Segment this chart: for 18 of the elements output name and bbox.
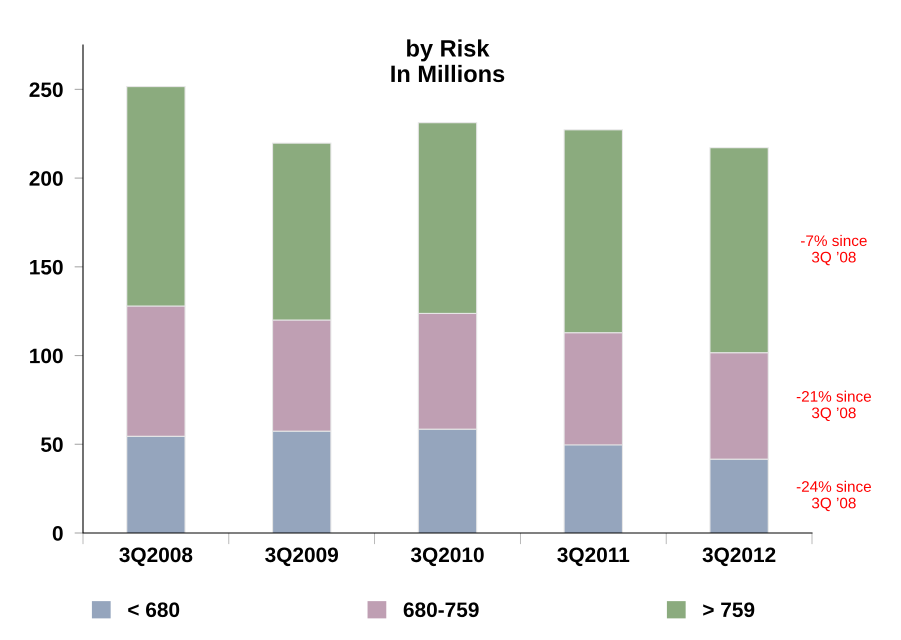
- legend-label: < 680: [128, 602, 180, 618]
- x-tick-label: 3Q2009: [265, 547, 338, 566]
- x-tick-label: 3Q2011: [557, 547, 630, 566]
- x-tick-label: 3Q2012: [702, 547, 776, 566]
- y-tick-label: 200: [30, 171, 63, 186]
- x-tick-label: 3Q2010: [410, 547, 484, 566]
- annotation: -24% since 3Q ’08: [796, 480, 871, 512]
- x-tick-label: 3Q2008: [119, 547, 192, 566]
- y-tick-label: 100: [30, 348, 63, 364]
- legend-label: 680-759: [404, 602, 479, 618]
- legend-label: > 759: [703, 602, 754, 618]
- y-tick-label: 250: [30, 82, 63, 98]
- annotation: -7% since 3Q ’08: [801, 234, 867, 266]
- chart-title: by Risk In Millions: [391, 39, 504, 82]
- y-tick-label: 50: [41, 437, 63, 452]
- annotation: -21% since 3Q ’08: [796, 390, 871, 422]
- y-tick-label: 150: [30, 260, 63, 275]
- y-tick-label: 0: [52, 526, 63, 541]
